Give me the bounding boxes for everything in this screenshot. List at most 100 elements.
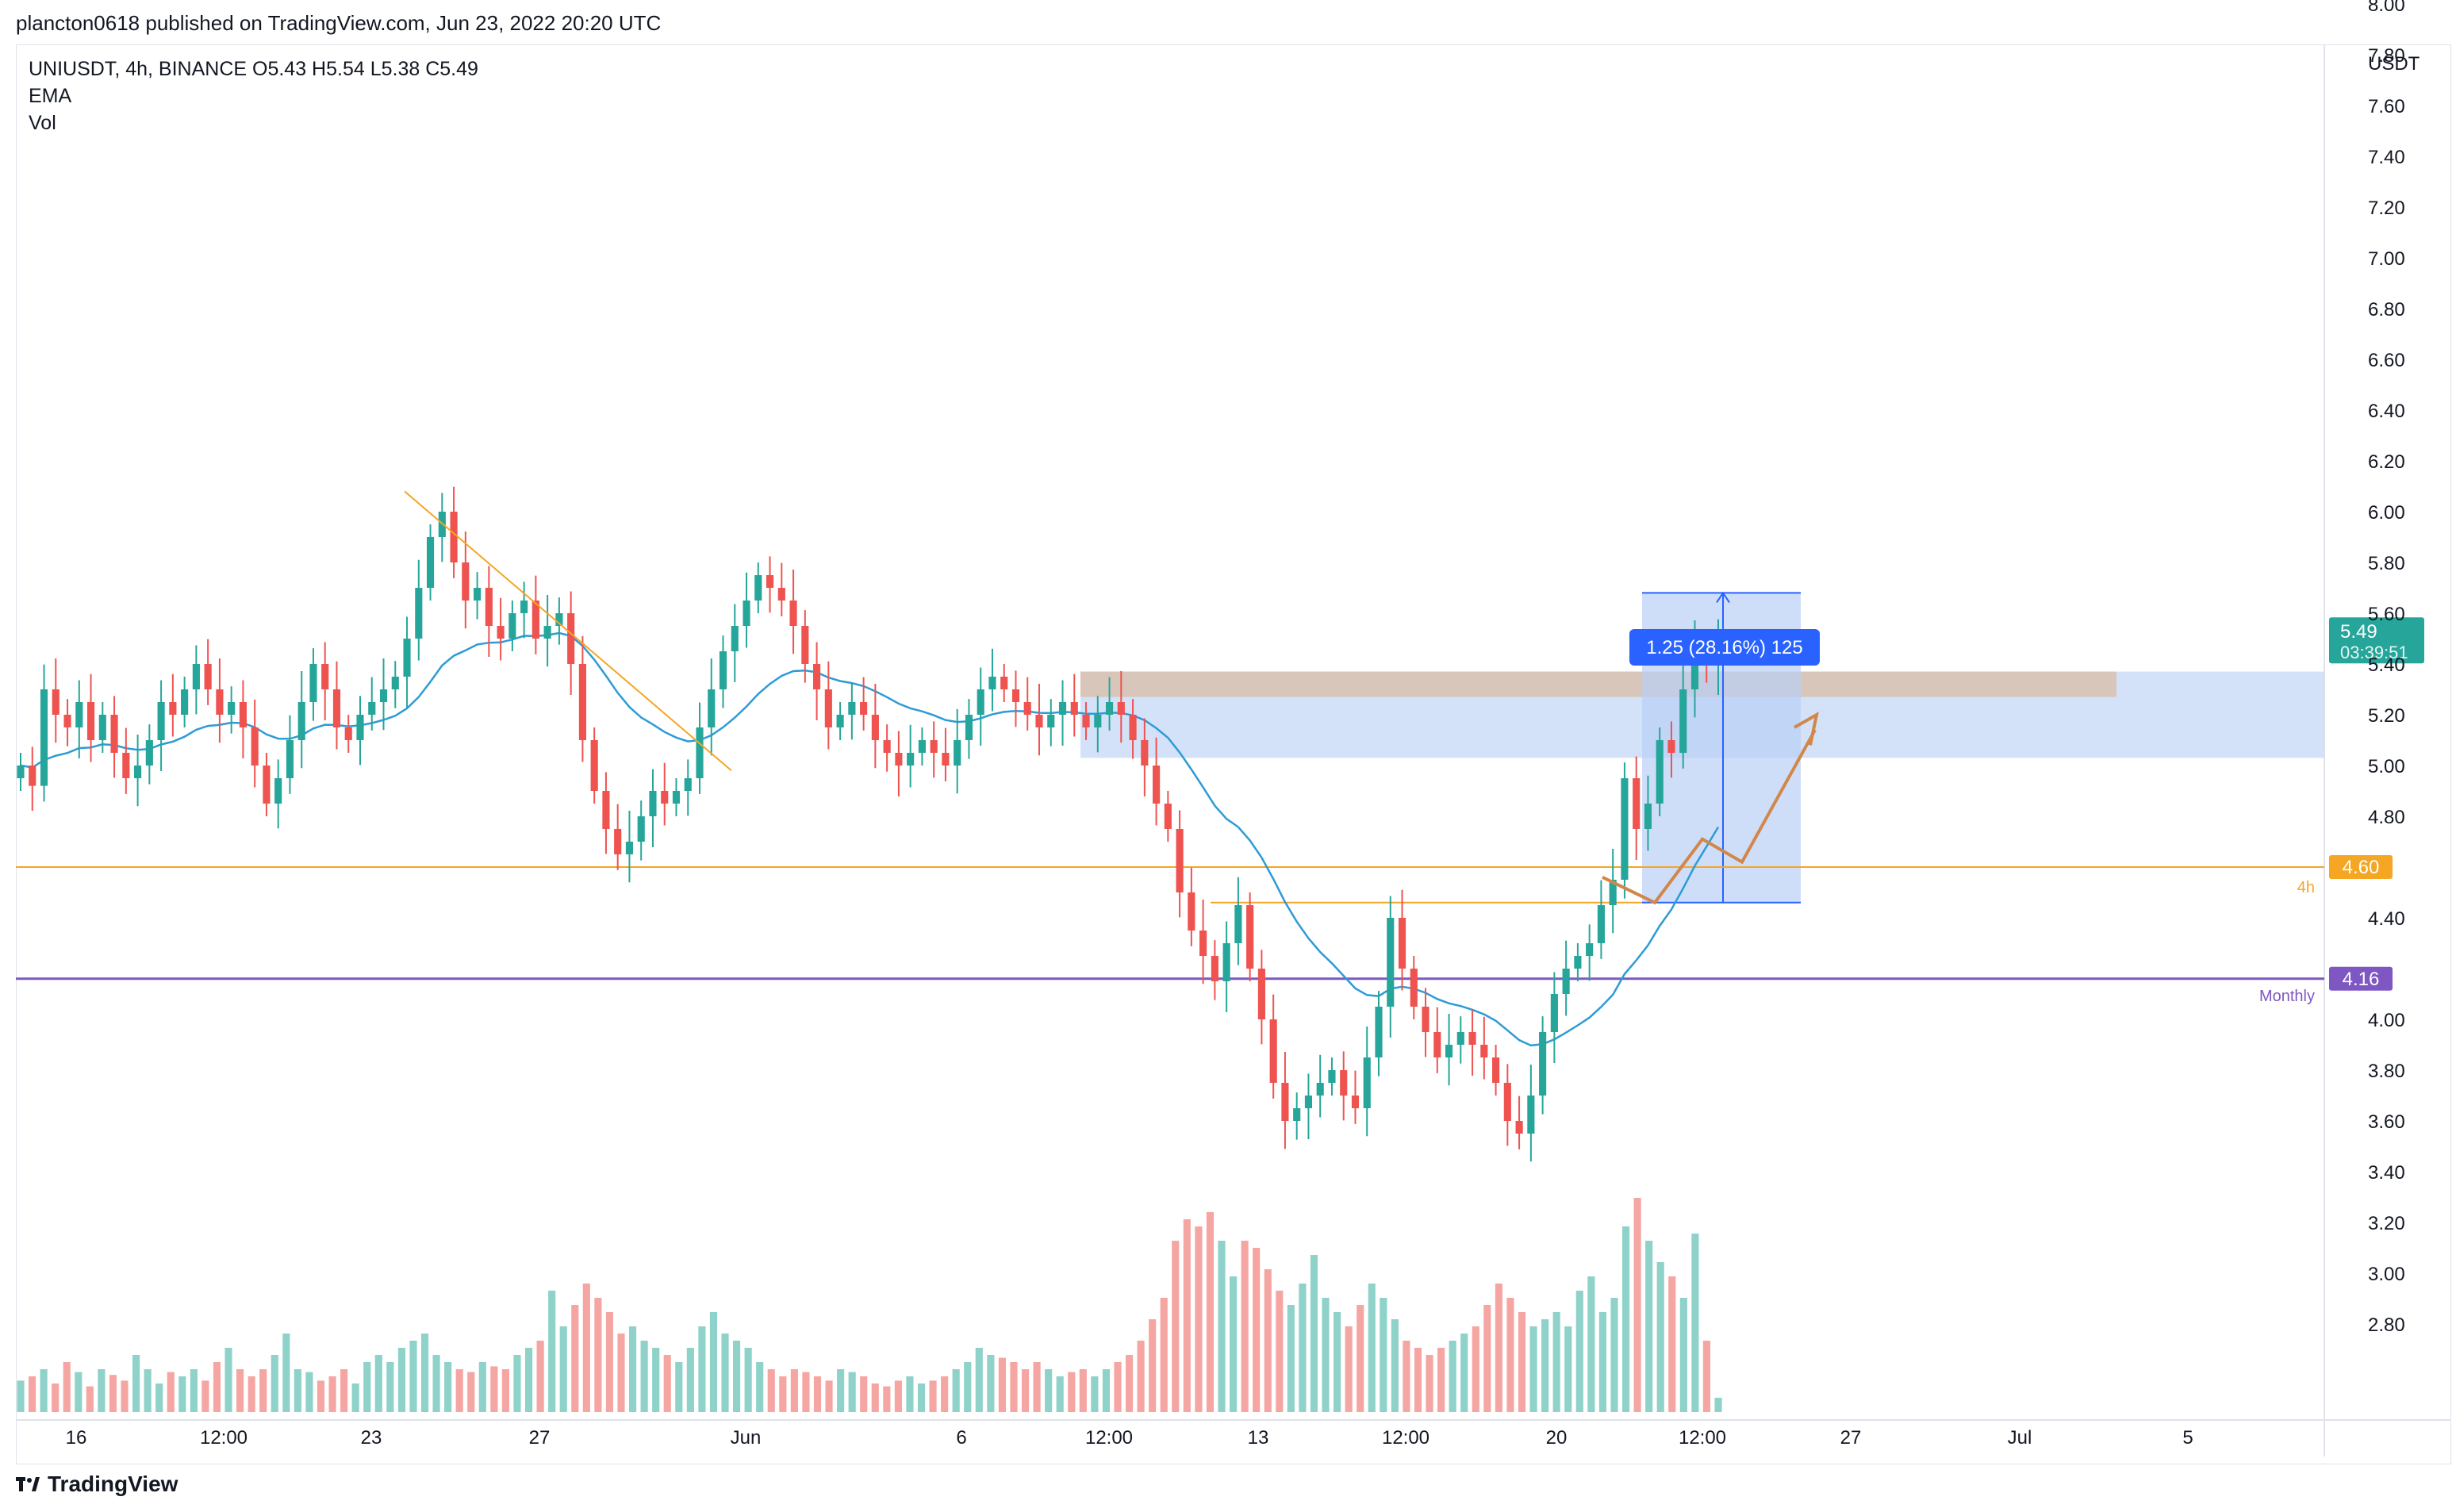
- volume-bar: [1068, 1372, 1076, 1412]
- countdown-tag: 03:39:51: [2340, 643, 2408, 662]
- bullish-candle: [520, 601, 528, 613]
- volume-bar: [1472, 1326, 1479, 1412]
- bullish-candle: [1387, 918, 1395, 1007]
- tradingview-brand: TradingView: [48, 1472, 178, 1496]
- level-monthly-tag-bg: [2329, 966, 2393, 991]
- price-tick-label: 4.40: [2368, 908, 2405, 930]
- volume-bar: [490, 1366, 498, 1412]
- bullish-candle: [368, 702, 376, 715]
- volume-bar: [467, 1372, 475, 1412]
- bearish-candle: [871, 715, 879, 740]
- published-by-line: plancton0618 published on TradingView.co…: [16, 11, 662, 35]
- volume-bar: [1621, 1226, 1630, 1412]
- bearish-candle: [332, 689, 341, 727]
- chart-legend: UNIUSDT, 4h, BINANCE O5.43 H5.54 L5.38 C…: [29, 56, 478, 136]
- measure-label-bg: [1629, 629, 1820, 666]
- volume-bar: [1229, 1276, 1238, 1412]
- volume-bar: [1460, 1334, 1468, 1412]
- volume-bar: [1426, 1355, 1433, 1412]
- bearish-candle: [1023, 702, 1031, 715]
- volume-bar: [1598, 1312, 1606, 1412]
- bullish-candle: [1328, 1070, 1336, 1083]
- volume-bar: [987, 1355, 995, 1412]
- time-tick-label: 12:00: [1085, 1427, 1133, 1449]
- price-tick-label: 3.80: [2368, 1061, 2405, 1082]
- volume-bar: [860, 1376, 868, 1412]
- volume-bar: [1414, 1348, 1422, 1412]
- bearish-candle: [1257, 969, 1265, 1019]
- volume-bar: [340, 1369, 348, 1412]
- volume-bar: [305, 1372, 313, 1412]
- bullish-candle: [1445, 1045, 1453, 1057]
- volume-bar: [1633, 1198, 1641, 1412]
- volume-bar: [1691, 1234, 1699, 1412]
- tradingview-footer[interactable]: TradingView: [16, 1472, 178, 1497]
- bullish-candle: [1586, 943, 1594, 956]
- bearish-candle: [1176, 829, 1184, 892]
- price-tick-label: 5.20: [2368, 705, 2405, 727]
- volume-bar: [328, 1376, 336, 1412]
- volume-indicator-label[interactable]: Vol: [29, 112, 56, 134]
- bearish-candle: [1153, 766, 1161, 804]
- price-tick-label: 4.00: [2368, 1010, 2405, 1031]
- bearish-candle: [1480, 1045, 1488, 1057]
- volume-bar: [1679, 1298, 1687, 1412]
- volume-bar: [374, 1355, 382, 1412]
- bullish-candle: [988, 677, 996, 689]
- volume-bar: [155, 1383, 163, 1412]
- time-tick-label: 6: [956, 1427, 966, 1449]
- price-tick-label: 7.80: [2368, 45, 2405, 67]
- bearish-candle: [1398, 918, 1406, 969]
- bullish-candle: [1105, 702, 1114, 715]
- volume-bar: [964, 1362, 972, 1412]
- level-4h-tag-bg: [2329, 855, 2393, 879]
- bearish-candle: [239, 702, 247, 727]
- level-monthly-tag: 4.16: [2343, 969, 2380, 990]
- volume-bar: [1495, 1284, 1502, 1412]
- volume-bar: [1506, 1298, 1514, 1412]
- bullish-candle: [848, 702, 856, 715]
- volume-bar: [1241, 1241, 1249, 1412]
- bullish-candle: [754, 575, 762, 601]
- volume-bar: [75, 1372, 83, 1412]
- volume-bar: [605, 1312, 614, 1412]
- price-tick-label: 6.60: [2368, 350, 2405, 371]
- bearish-candle: [1281, 1083, 1289, 1121]
- price-tick-label: 4.80: [2368, 807, 2405, 828]
- last-price-tag-bg: [2329, 617, 2424, 664]
- volume-bar: [444, 1362, 452, 1412]
- bullish-candle: [379, 689, 388, 702]
- bearish-candle: [1011, 689, 1020, 702]
- bullish-candle: [145, 740, 153, 766]
- price-scale: USDT 8.00 7.80 7.60 7.40 7.20 7.00 6.80 6.60 6.40…: [2368, 0, 2420, 1336]
- bearish-candle: [1211, 956, 1218, 981]
- bullish-candle: [907, 753, 915, 766]
- volume-bar: [1656, 1262, 1664, 1412]
- bearish-candle: [1351, 1096, 1360, 1108]
- bullish-candle: [625, 842, 634, 854]
- bullish-candle: [1550, 994, 1558, 1032]
- symbol-ohlc-line[interactable]: UNIUSDT, 4h, BINANCE O5.43 H5.54 L5.38 C…: [29, 58, 478, 80]
- bearish-candle: [824, 689, 832, 727]
- volume-bar: [1056, 1376, 1064, 1412]
- bearish-candle: [1035, 715, 1043, 727]
- time-tick-label: 12:00: [1679, 1427, 1726, 1449]
- volume-bar: [1702, 1341, 1711, 1412]
- bullish-candle: [75, 702, 83, 727]
- time-tick-label: 13: [1248, 1427, 1269, 1449]
- bullish-candle: [426, 537, 435, 588]
- price-tick-label: 7.20: [2368, 198, 2405, 219]
- bearish-candle: [1410, 969, 1418, 1007]
- downtrend-line: [404, 490, 732, 772]
- volume-bar: [1518, 1312, 1526, 1412]
- volume-bar: [952, 1369, 960, 1412]
- volume-bar: [386, 1362, 394, 1412]
- volume-bar: [201, 1380, 209, 1412]
- bearish-candle: [122, 753, 130, 778]
- ema-indicator-label[interactable]: EMA: [29, 85, 72, 107]
- volume-bar: [894, 1380, 902, 1412]
- volume-bar: [559, 1326, 567, 1412]
- volume-bar: [294, 1369, 301, 1412]
- volume-bar: [1645, 1241, 1653, 1412]
